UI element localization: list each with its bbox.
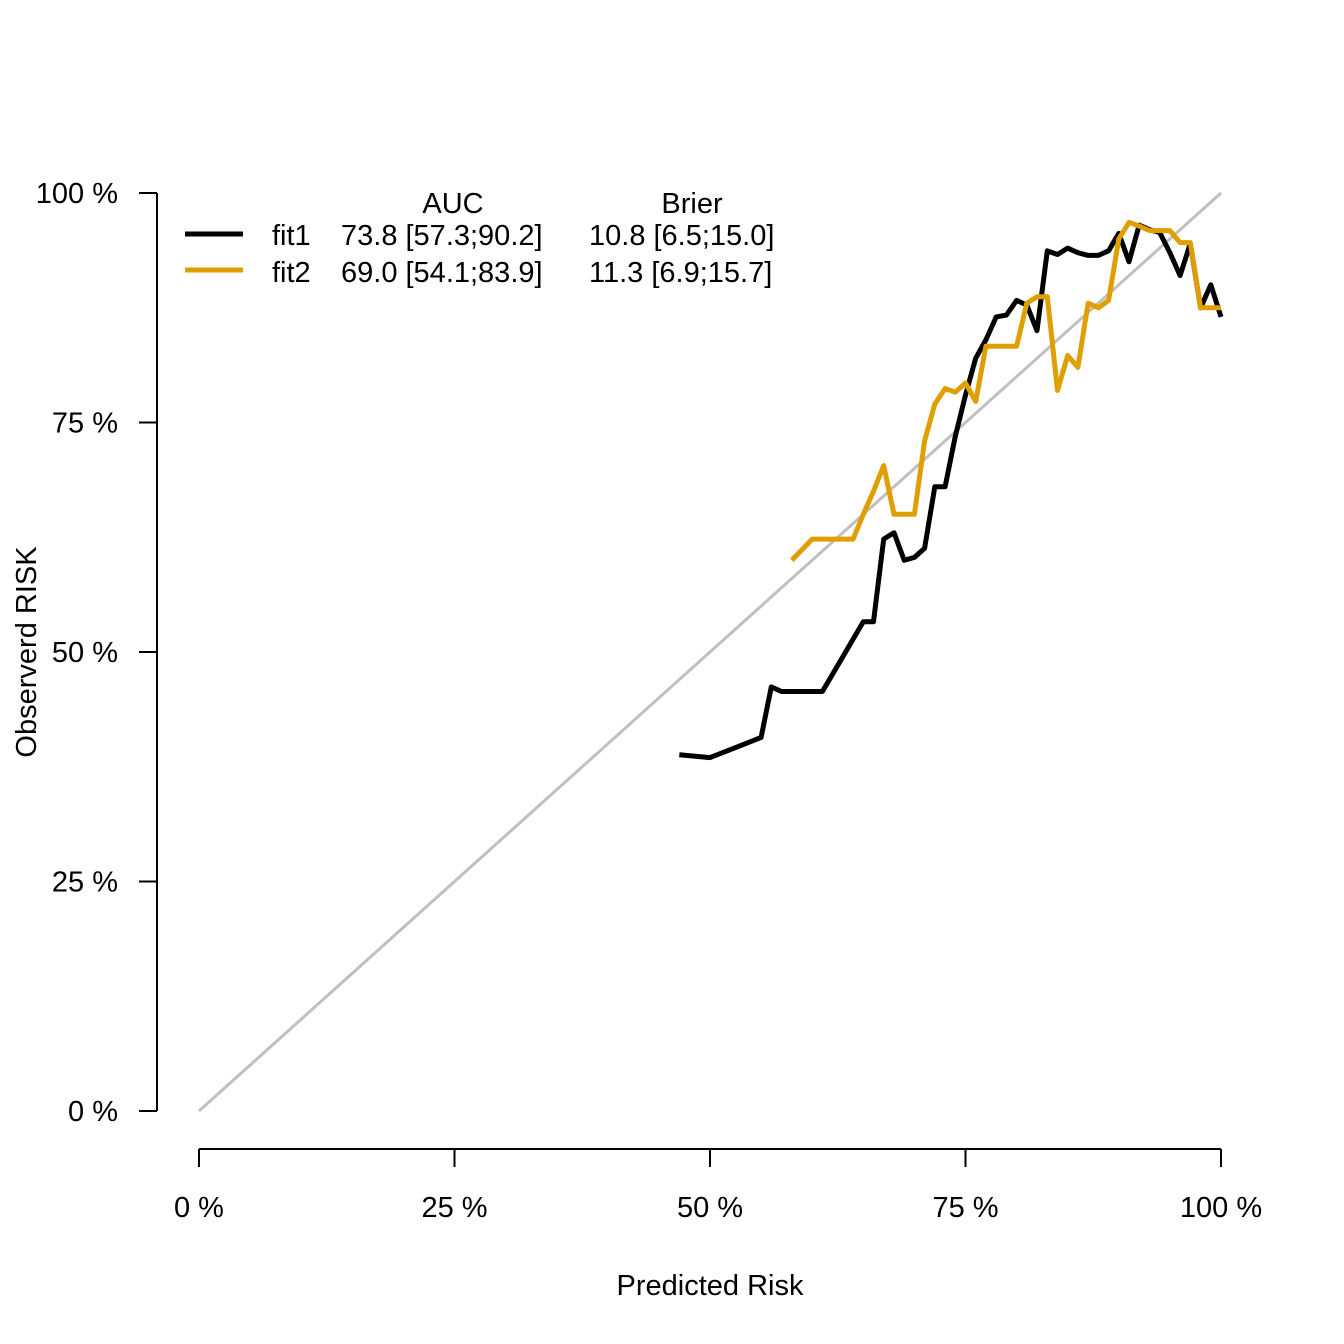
legend-brier-fit2: 11.3 [6.9;15.7] bbox=[589, 257, 772, 289]
y-tick-label: 75 % bbox=[52, 408, 118, 440]
x-tick-label: 0 % bbox=[174, 1192, 224, 1224]
y-tick-label: 25 % bbox=[52, 867, 118, 899]
y-axis-title: Observerd RISK bbox=[11, 546, 43, 758]
y-tick-label: 100 % bbox=[36, 178, 118, 210]
series-layer bbox=[679, 219, 1224, 761]
legend-label-fit2: fit2 bbox=[272, 257, 311, 289]
reference-diagonal-line bbox=[197, 191, 1223, 1113]
y-tick-label: 50 % bbox=[52, 637, 118, 669]
legend-label-fit1: fit1 bbox=[272, 220, 311, 252]
y-axis-ticks: 0 % 25 % 50 % 75 % 100 % bbox=[36, 178, 157, 1128]
y-tick-label: 0 % bbox=[68, 1096, 118, 1128]
x-tick-label: 100 % bbox=[1180, 1192, 1262, 1224]
legend-header-brier: Brier bbox=[661, 188, 723, 220]
series-line-fit2 bbox=[790, 219, 1221, 562]
legend-brier-fit1: 10.8 [6.5;15.0] bbox=[589, 220, 774, 252]
x-axis-title: Predicted Risk bbox=[617, 1270, 804, 1302]
legend-header-auc: AUC bbox=[422, 188, 483, 220]
x-tick-label: 50 % bbox=[677, 1192, 743, 1224]
x-axis-ticks: 0 % 25 % 50 % 75 % 100 % bbox=[174, 1149, 1262, 1224]
plot-area bbox=[197, 191, 1224, 1113]
legend-auc-fit1: 73.8 [57.3;90.2] bbox=[341, 220, 543, 252]
legend: AUC Brier fit1 73.8 [57.3;90.2] 10.8 [6.… bbox=[185, 188, 774, 289]
x-tick-label: 25 % bbox=[421, 1192, 487, 1224]
x-tick-label: 75 % bbox=[932, 1192, 998, 1224]
legend-auc-fit2: 69.0 [54.1;83.9] bbox=[341, 257, 543, 289]
series-line-fit1 bbox=[679, 222, 1224, 761]
